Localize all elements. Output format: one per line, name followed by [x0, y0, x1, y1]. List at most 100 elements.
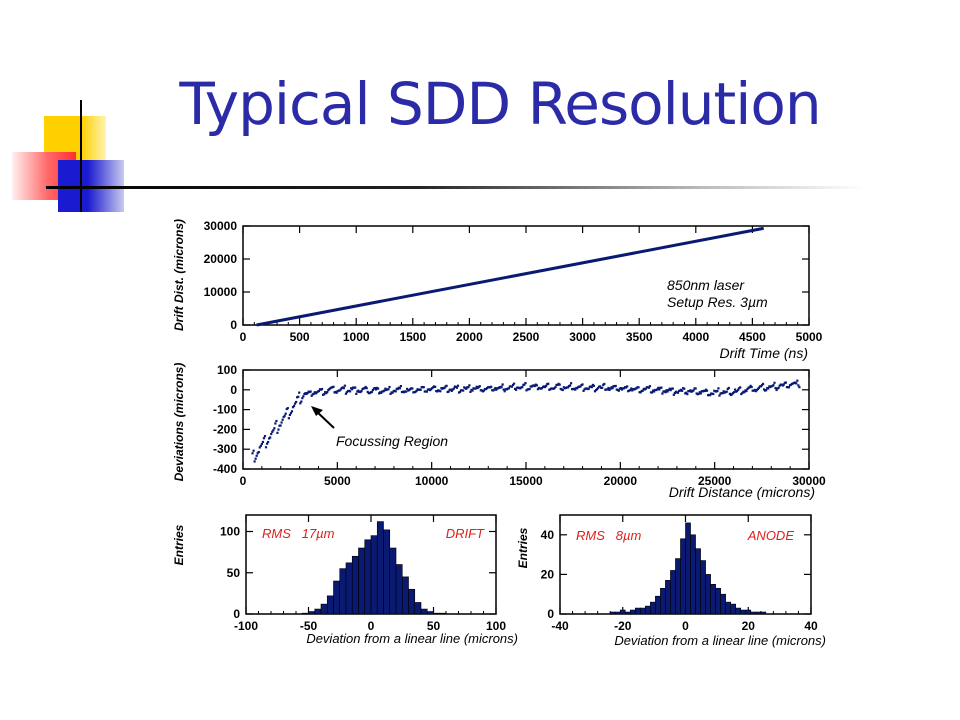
- deviation-point: [270, 432, 273, 436]
- plot2-frame: [242, 369, 810, 470]
- plot1-xlabel: Drift Time (ns): [719, 345, 808, 361]
- histogram-bar: [383, 529, 391, 615]
- histogram-bar: [725, 601, 731, 615]
- deviation-point: [672, 393, 675, 396]
- deviation-point: [357, 389, 360, 392]
- deviation-point: [429, 388, 433, 391]
- deviation-point: [252, 449, 255, 452]
- histogram-bar: [755, 611, 762, 615]
- deviation-point: [511, 383, 515, 387]
- deviation-point: [603, 382, 606, 386]
- deviation-point: [722, 390, 725, 393]
- plot1-annotation-laser: 850nm laser: [667, 277, 745, 293]
- deviation-point: [658, 388, 661, 391]
- deviation-point: [494, 386, 497, 390]
- deviation-point: [647, 386, 651, 389]
- histogram-bar: [629, 609, 636, 615]
- y-tick-label: 50: [227, 566, 241, 580]
- deviation-point: [694, 387, 697, 390]
- deviation-point: [468, 384, 471, 387]
- deviation-point: [666, 390, 669, 393]
- histogram-bar: [358, 547, 366, 615]
- deviation-point: [439, 390, 442, 393]
- deviation-point: [671, 387, 674, 390]
- deviation-point: [469, 390, 472, 393]
- deviation-point: [718, 394, 721, 397]
- histogram-bar: [408, 588, 416, 615]
- deviation-point: [383, 389, 386, 392]
- deco-horizontal-line: [46, 186, 866, 189]
- panel-deviations: 0 5000 10000 15000 20000 25000 30000 100 0 -100 -2…: [172, 363, 826, 500]
- deviation-point: [698, 391, 701, 394]
- panel-anode-histogram: -40 -20 0 20 40 0 20 40 Entries Deviation from …: [516, 514, 826, 648]
- deviation-point: [254, 457, 257, 460]
- y-tick-label: 0: [233, 607, 240, 621]
- x-tick-label: 0: [240, 474, 247, 488]
- deviation-point: [354, 386, 357, 389]
- deviation-point: [309, 390, 312, 393]
- deviation-point: [501, 383, 504, 386]
- deviation-point: [279, 424, 282, 427]
- histogram-bar: [420, 608, 428, 615]
- histogram-bar: [695, 548, 701, 615]
- deviation-point: [661, 392, 664, 395]
- deviation-point: [685, 391, 688, 394]
- deviation-point: [436, 390, 439, 393]
- x-tick-label: 2500: [513, 330, 540, 344]
- x-tick-label: 4000: [682, 330, 709, 344]
- deviation-point: [455, 386, 459, 389]
- y-tick-label: 20: [541, 567, 555, 581]
- deviation-point: [312, 392, 315, 395]
- deviation-point: [289, 412, 293, 415]
- histogram-bar: [705, 574, 711, 615]
- deviation-point: [406, 387, 409, 390]
- deviation-point: [297, 395, 300, 398]
- deviation-point: [721, 392, 724, 395]
- deviation-point: [712, 392, 715, 396]
- deviation-point: [558, 383, 561, 386]
- plot2-xlabel: Drift Distance (microns): [669, 484, 815, 500]
- deviation-point: [686, 393, 689, 396]
- deviation-point: [667, 388, 670, 392]
- deviation-point: [272, 429, 275, 432]
- deviation-point: [614, 384, 617, 388]
- deviation-point: [609, 387, 612, 390]
- focussing-arrowhead: [311, 406, 323, 416]
- deviation-point: [669, 389, 672, 392]
- deviation-point: [462, 389, 465, 392]
- y-tick-label: 0: [547, 607, 554, 621]
- deviation-point: [587, 387, 590, 390]
- deviation-point: [260, 442, 263, 446]
- histogram-bar: [740, 609, 747, 615]
- deviation-point: [467, 386, 470, 389]
- x-tick-label: 0: [682, 619, 689, 633]
- deviation-point: [258, 446, 261, 449]
- deviation-point: [515, 388, 518, 391]
- histogram-bar: [660, 587, 666, 615]
- deviation-point: [378, 392, 381, 395]
- deviation-point: [280, 421, 283, 424]
- deviation-point: [761, 382, 765, 386]
- deco-vertical-line: [80, 100, 82, 212]
- deviation-point: [443, 386, 446, 390]
- deviation-point: [275, 419, 278, 423]
- deviation-point: [795, 382, 798, 385]
- deviation-point: [641, 389, 644, 392]
- deviation-point: [251, 452, 254, 455]
- deviation-point: [743, 391, 746, 394]
- deviation-point: [574, 388, 577, 391]
- plot4-annotation-rms: RMS 8µm: [576, 528, 641, 543]
- plot3-ylabel: Entries: [172, 524, 186, 565]
- histogram-bar: [760, 611, 767, 615]
- deviation-point: [348, 390, 352, 393]
- deviation-point: [596, 386, 600, 390]
- deviation-point: [648, 385, 652, 388]
- deviation-point: [590, 386, 593, 389]
- deviation-point: [581, 383, 584, 386]
- histogram-bar: [401, 576, 409, 615]
- deviation-point: [553, 387, 556, 390]
- deviation-point: [364, 385, 367, 389]
- deviation-point: [388, 385, 391, 389]
- deviation-point: [376, 387, 380, 390]
- deviation-point: [653, 390, 656, 393]
